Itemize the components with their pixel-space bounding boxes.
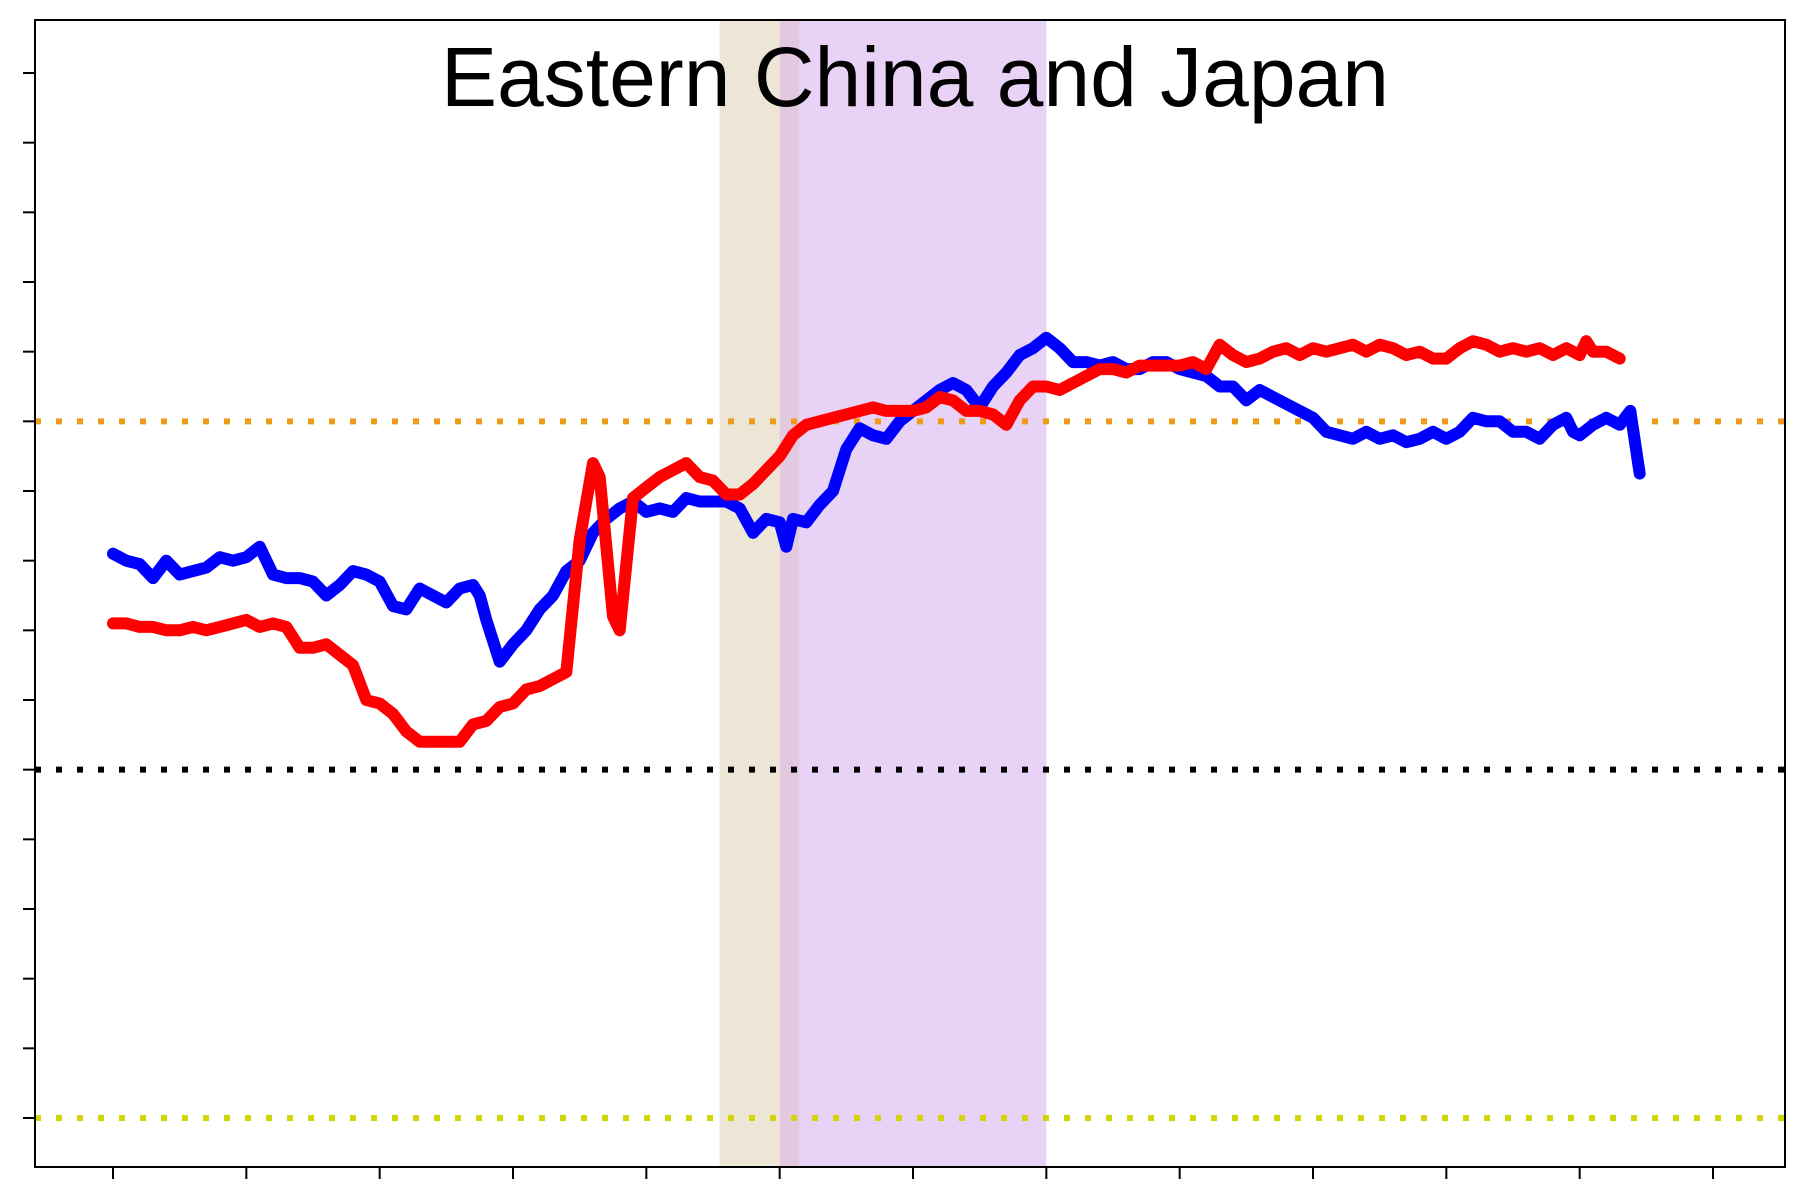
shaded-region-2 xyxy=(779,20,800,1167)
y-axis-ticks xyxy=(23,72,35,1119)
series-lines xyxy=(107,331,1646,748)
x-axis-ticks xyxy=(112,1167,1714,1179)
shaded-regions xyxy=(719,20,1047,1167)
series-line-2 xyxy=(107,335,1626,748)
series-line-1 xyxy=(107,331,1646,668)
shaded-region-1 xyxy=(719,20,780,1167)
plot-frame xyxy=(34,19,1786,1168)
shaded-region-3 xyxy=(799,20,1047,1167)
chart-title: Eastern China and Japan xyxy=(441,30,1389,124)
